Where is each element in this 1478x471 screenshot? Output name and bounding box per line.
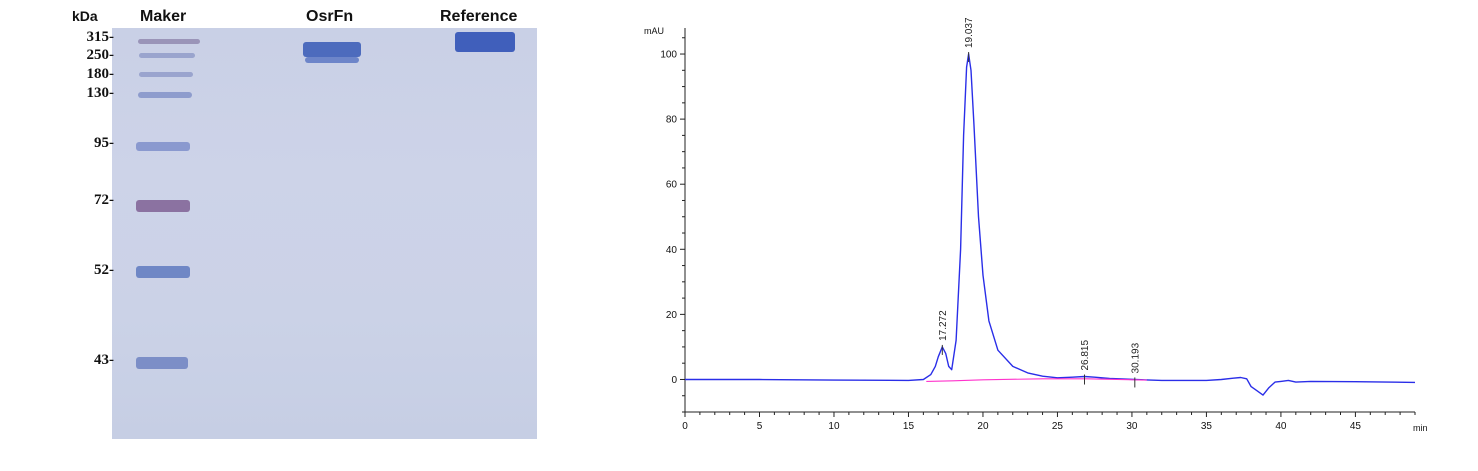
- baseline-line: [926, 378, 1147, 382]
- y-tick-label: 0: [671, 375, 677, 386]
- marker-band-43: [136, 357, 188, 369]
- mw-label-52: 52-: [94, 262, 114, 278]
- y-tick-label: 60: [666, 180, 678, 191]
- sds-page-gel-panel: kDa Maker OsrFn Reference 315- 250- 180-…: [0, 0, 560, 471]
- reference-band: [455, 32, 515, 52]
- marker-band-180: [139, 72, 193, 77]
- peak-label: 30.193: [1130, 342, 1141, 373]
- mw-label-72: 72-: [94, 192, 114, 208]
- marker-band-250: [139, 53, 195, 58]
- lane-header-maker: Maker: [140, 8, 187, 25]
- peak-label: 17.272: [938, 310, 949, 341]
- y-tick-label: 80: [666, 115, 678, 126]
- x-tick-label: 5: [757, 421, 763, 432]
- chart-peak-labels: 17.272 19.037 26.815 30.193: [938, 17, 1141, 388]
- signal-trace-line: [685, 53, 1416, 396]
- osrfn-band-lower: [305, 57, 359, 63]
- x-tick-label: 45: [1350, 421, 1362, 432]
- marker-band-130: [138, 92, 192, 98]
- y-tick-label: 100: [660, 50, 677, 61]
- x-axis-unit-label: min: [1413, 423, 1428, 433]
- mw-label-95: 95-: [94, 135, 114, 151]
- mw-label-315: 315-: [86, 29, 115, 45]
- lane-header-osrfn: OsrFn: [306, 8, 354, 25]
- x-tick-label: 35: [1201, 421, 1213, 432]
- chart-series-layer: [685, 53, 1416, 396]
- chart-axes: 0 20 40 60 80 100 0 5 10 15 20 25 30 35 40 45: [660, 28, 1416, 432]
- mw-label-180: 180-: [86, 66, 115, 82]
- x-tick-label: 30: [1126, 421, 1138, 432]
- gel-image: [112, 28, 537, 439]
- peak-label: 26.815: [1080, 340, 1091, 371]
- y-tick-label: 40: [666, 245, 678, 256]
- y-tick-label: 20: [666, 310, 678, 321]
- lane-header-reference: Reference: [440, 8, 518, 25]
- gel-unit-label: kDa: [72, 8, 98, 24]
- x-tick-label: 20: [977, 421, 989, 432]
- x-tick-label: 15: [903, 421, 915, 432]
- osrfn-band-upper: [303, 42, 361, 57]
- mw-label-130: 130-: [86, 85, 115, 101]
- marker-band-315: [138, 39, 200, 44]
- x-tick-label: 10: [828, 421, 840, 432]
- marker-band-72: [136, 200, 190, 212]
- x-tick-label: 40: [1275, 421, 1287, 432]
- marker-band-95: [136, 142, 190, 151]
- x-tick-label: 25: [1052, 421, 1064, 432]
- mw-label-43: 43-: [94, 352, 114, 368]
- x-tick-label: 0: [682, 421, 688, 432]
- mw-label-250: 250-: [86, 47, 115, 63]
- hplc-chromatogram: mAU min 0 20 40 60 80 100 0 5 10 15 20 25 30 35 40 45 1…: [644, 17, 1428, 433]
- marker-band-52: [136, 266, 190, 278]
- peak-label: 19.037: [964, 17, 975, 48]
- y-axis-unit-label: mAU: [644, 26, 664, 36]
